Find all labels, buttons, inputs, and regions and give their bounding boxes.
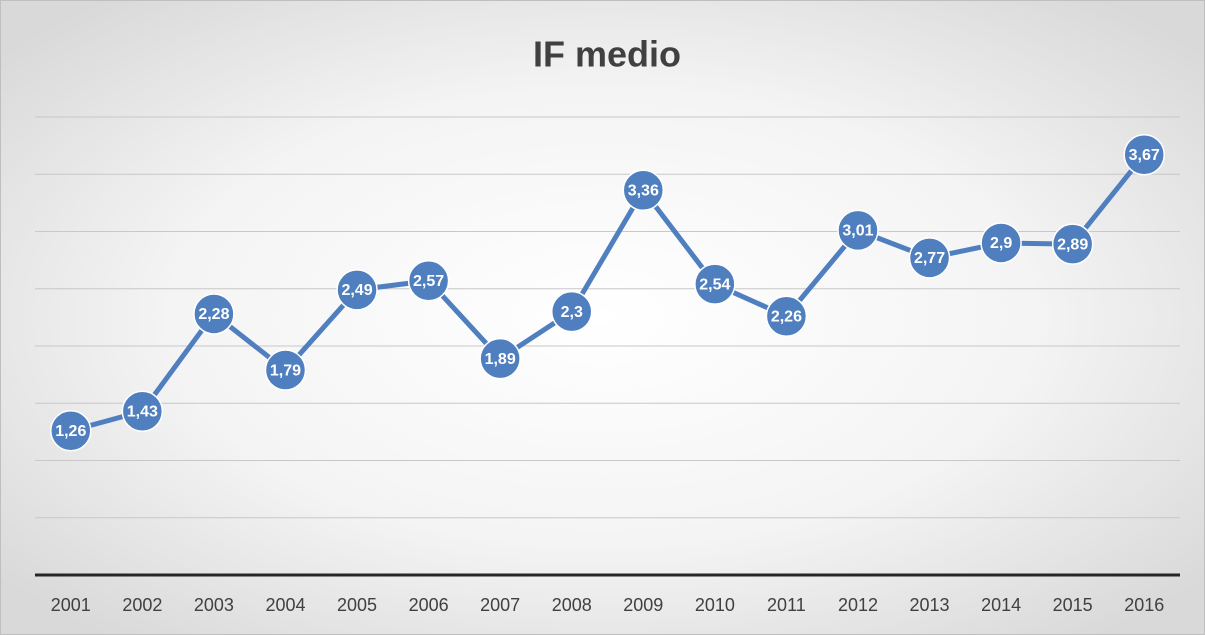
data-point: [550, 290, 593, 333]
data-point: [479, 337, 521, 380]
data-label: 2,54: [699, 276, 730, 293]
data-label: 1,43: [127, 403, 158, 420]
x-tick-label: 2015: [1053, 595, 1093, 615]
data-point: [837, 209, 879, 252]
data-label: 2,26: [771, 308, 802, 325]
data-point: [908, 237, 951, 279]
data-point: [765, 295, 808, 337]
x-tick-label: 2003: [194, 595, 234, 615]
x-tick-label: 2010: [695, 595, 735, 615]
data-point: [980, 222, 1022, 264]
x-tick-label: 2006: [409, 595, 449, 615]
data-point: [264, 349, 307, 391]
x-tick-label: 2007: [480, 595, 520, 615]
data-label: 3,36: [628, 182, 659, 199]
data-label: 2,77: [914, 250, 945, 267]
plot: 1,26 1,43 2,28 1,79 2,49 2,57 1,89 2,3 3,36 2,54 2…: [50, 134, 1165, 452]
x-tick-label: 2005: [337, 595, 377, 615]
data-point: [121, 390, 164, 433]
data-point: [193, 293, 235, 335]
x-tick-label: 2004: [265, 595, 305, 615]
x-tick-label: 2001: [51, 595, 91, 615]
data-label: 1,89: [485, 351, 516, 368]
x-tick-label: 2012: [838, 595, 878, 615]
x-tick-label: 2013: [910, 595, 950, 615]
data-point: [622, 169, 665, 212]
x-tick-label: 2016: [1124, 595, 1164, 615]
x-tick-label: 2008: [552, 595, 592, 615]
data-point: [50, 409, 92, 452]
data-label: 2,9: [990, 235, 1012, 252]
chart-title: IF medio: [533, 34, 681, 75]
x-tick-label: 2014: [981, 595, 1021, 615]
x-tick-label: 2002: [122, 595, 162, 615]
data-label: 3,01: [842, 223, 873, 240]
grid: 2001 2002 2003 2004 2005 2006 2007 2008 2009 2010…: [35, 116, 1180, 615]
data-label: 2,89: [1057, 236, 1088, 253]
data-label: 1,26: [55, 423, 86, 440]
data-label: 2,3: [561, 304, 583, 321]
data-point: [1051, 223, 1094, 265]
data-label: 2,49: [341, 282, 372, 299]
data-point: [694, 263, 736, 305]
data-point: [336, 269, 378, 311]
x-tick-label: 2011: [767, 595, 806, 615]
data-point: [407, 259, 450, 302]
data-point: [1123, 134, 1165, 176]
data-label: 3,67: [1129, 147, 1160, 164]
data-label: 1,79: [270, 362, 301, 379]
x-tick-label: 2009: [623, 595, 663, 615]
series-line: [70, 153, 1147, 434]
data-label: 2,28: [198, 306, 229, 323]
data-label: 2,57: [413, 273, 444, 290]
